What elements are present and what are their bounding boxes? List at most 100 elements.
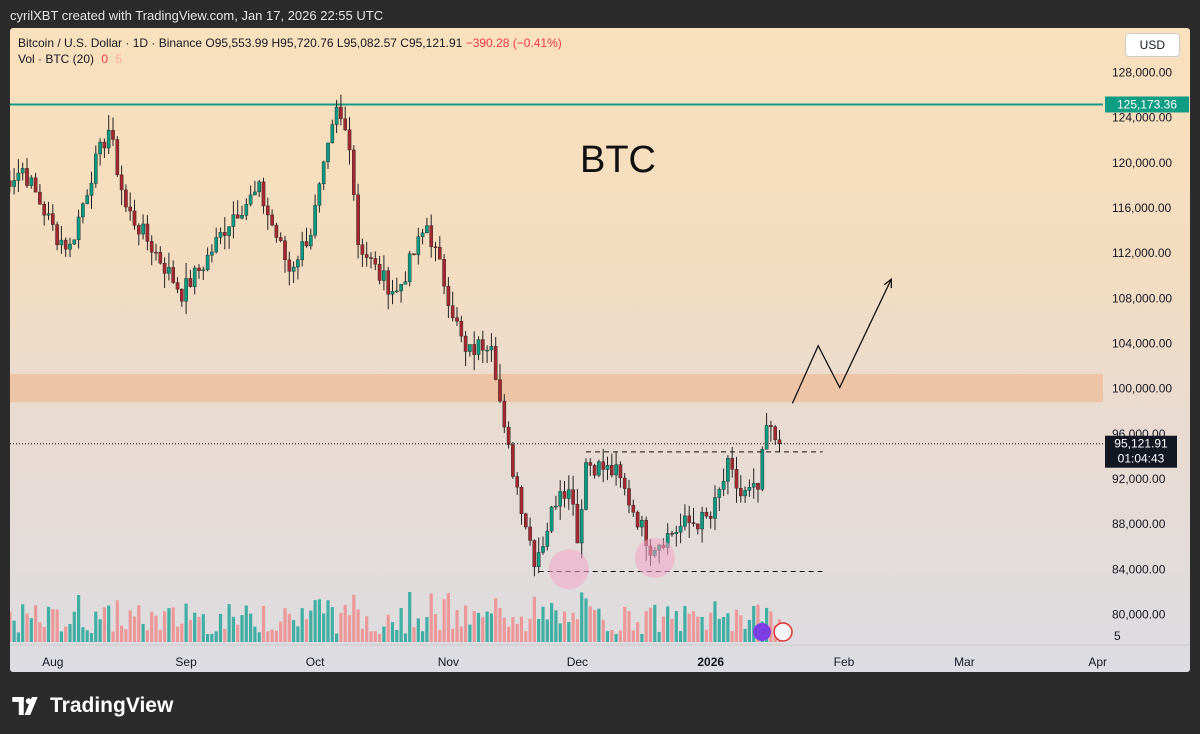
- volume-bar: [679, 631, 683, 642]
- volume-bar: [717, 618, 721, 642]
- candle-body: [455, 317, 459, 322]
- volume-bar: [180, 623, 184, 642]
- volume-bar: [132, 616, 137, 642]
- volume-bar: [201, 614, 205, 642]
- price-chart[interactable]: 80,000.0084,000.0088,000.0092,000.0096,0…: [10, 28, 1190, 672]
- candle-body: [610, 465, 614, 476]
- volume-bar: [64, 626, 68, 642]
- volume-bar: [145, 630, 149, 642]
- candle-body: [438, 247, 442, 260]
- x-tick-label: Oct: [306, 655, 325, 669]
- volume-bar: [81, 627, 85, 642]
- candle-body: [704, 512, 709, 517]
- candle-body: [102, 141, 107, 149]
- candle-body: [321, 161, 326, 185]
- candle-body: [463, 335, 468, 352]
- candle-body: [270, 214, 274, 226]
- volume-bar: [29, 618, 33, 642]
- candle-body: [481, 339, 485, 351]
- volume-bar: [158, 629, 162, 642]
- volume-ma-value: 5: [115, 52, 123, 66]
- volume-bar: [223, 628, 227, 642]
- candle-body: [584, 462, 588, 510]
- candle-body: [726, 457, 730, 482]
- volume-axis-label: 5: [1114, 629, 1121, 643]
- candle-body: [403, 281, 408, 285]
- candle-body: [506, 426, 511, 445]
- volume-bar: [554, 610, 558, 642]
- volume-bar: [214, 631, 218, 642]
- candle-body: [68, 243, 72, 250]
- candle-body: [777, 439, 782, 444]
- candle-body: [554, 505, 558, 508]
- btc-annotation: BTC: [580, 139, 656, 181]
- symbol-name: Bitcoin / U.S. Dollar · 1D · Binance: [18, 36, 203, 50]
- candle-body: [721, 481, 726, 490]
- candle-body: [29, 177, 34, 186]
- volume-bar: [498, 607, 502, 642]
- candle-body: [12, 180, 16, 187]
- volume-bar: [343, 605, 347, 642]
- volume-bar: [730, 631, 734, 642]
- candle-body: [472, 344, 477, 355]
- volume-bar: [644, 611, 648, 642]
- volume-bar: [77, 594, 81, 642]
- candle-body: [377, 263, 382, 281]
- volume-bar: [283, 608, 287, 642]
- tradingview-icon: [12, 697, 38, 715]
- volume-bar: [455, 610, 459, 642]
- volume-bar: [292, 620, 296, 642]
- candle-body: [296, 259, 300, 268]
- candle-body: [111, 129, 115, 140]
- footer-brand: TradingView: [50, 694, 174, 717]
- candle-body: [687, 515, 691, 523]
- candle-body: [399, 284, 403, 292]
- candle-body: [16, 172, 21, 181]
- candle-body: [20, 168, 25, 174]
- volume-bar: [218, 613, 223, 642]
- candle-body: [261, 181, 266, 207]
- candle-body: [25, 168, 29, 186]
- candle-body: [291, 266, 296, 272]
- candle-body: [266, 205, 270, 216]
- candle-body: [227, 226, 231, 236]
- candle-body: [567, 489, 571, 499]
- candle-body: [240, 215, 244, 219]
- candle-body: [493, 346, 498, 380]
- candle-body: [46, 213, 51, 216]
- candle-body: [588, 462, 593, 466]
- volume-bar: [653, 604, 657, 642]
- volume-bar: [85, 630, 89, 642]
- volume-bar: [683, 606, 687, 642]
- volume-bar: [700, 616, 704, 642]
- candle-body: [330, 124, 335, 144]
- volume-bar: [175, 626, 180, 642]
- candle-body: [93, 153, 98, 184]
- candle-body: [416, 236, 421, 256]
- volume-bar: [55, 609, 59, 642]
- candle-body: [33, 177, 38, 193]
- countdown-label: 01:04:43: [1118, 452, 1165, 466]
- volume-bar: [743, 628, 747, 642]
- candle-body: [218, 232, 223, 238]
- candle-body: [764, 425, 769, 450]
- y-tick-label: 80,000.00: [1112, 607, 1166, 621]
- chart-frame[interactable]: 80,000.00 84,000.00 88,000.00 92,000.00 96,0…: [10, 28, 1190, 672]
- volume-bar: [167, 608, 171, 642]
- currency-button[interactable]: USD: [1124, 33, 1180, 57]
- volume-bar: [89, 633, 94, 642]
- candle-body: [124, 189, 128, 208]
- candle-body: [545, 530, 550, 547]
- volume-bar: [507, 626, 511, 642]
- y-tick-label: 92,000.00: [1112, 472, 1166, 486]
- volume-bar: [464, 605, 468, 642]
- volume-bar: [10, 611, 12, 642]
- candle-body: [769, 425, 773, 427]
- volume-bar: [326, 600, 330, 642]
- volume-bar: [605, 631, 610, 642]
- candle-body: [747, 487, 752, 491]
- volume-bar: [597, 608, 601, 642]
- candle-body: [132, 210, 137, 226]
- volume-bar: [661, 616, 665, 642]
- candle-body: [55, 224, 59, 246]
